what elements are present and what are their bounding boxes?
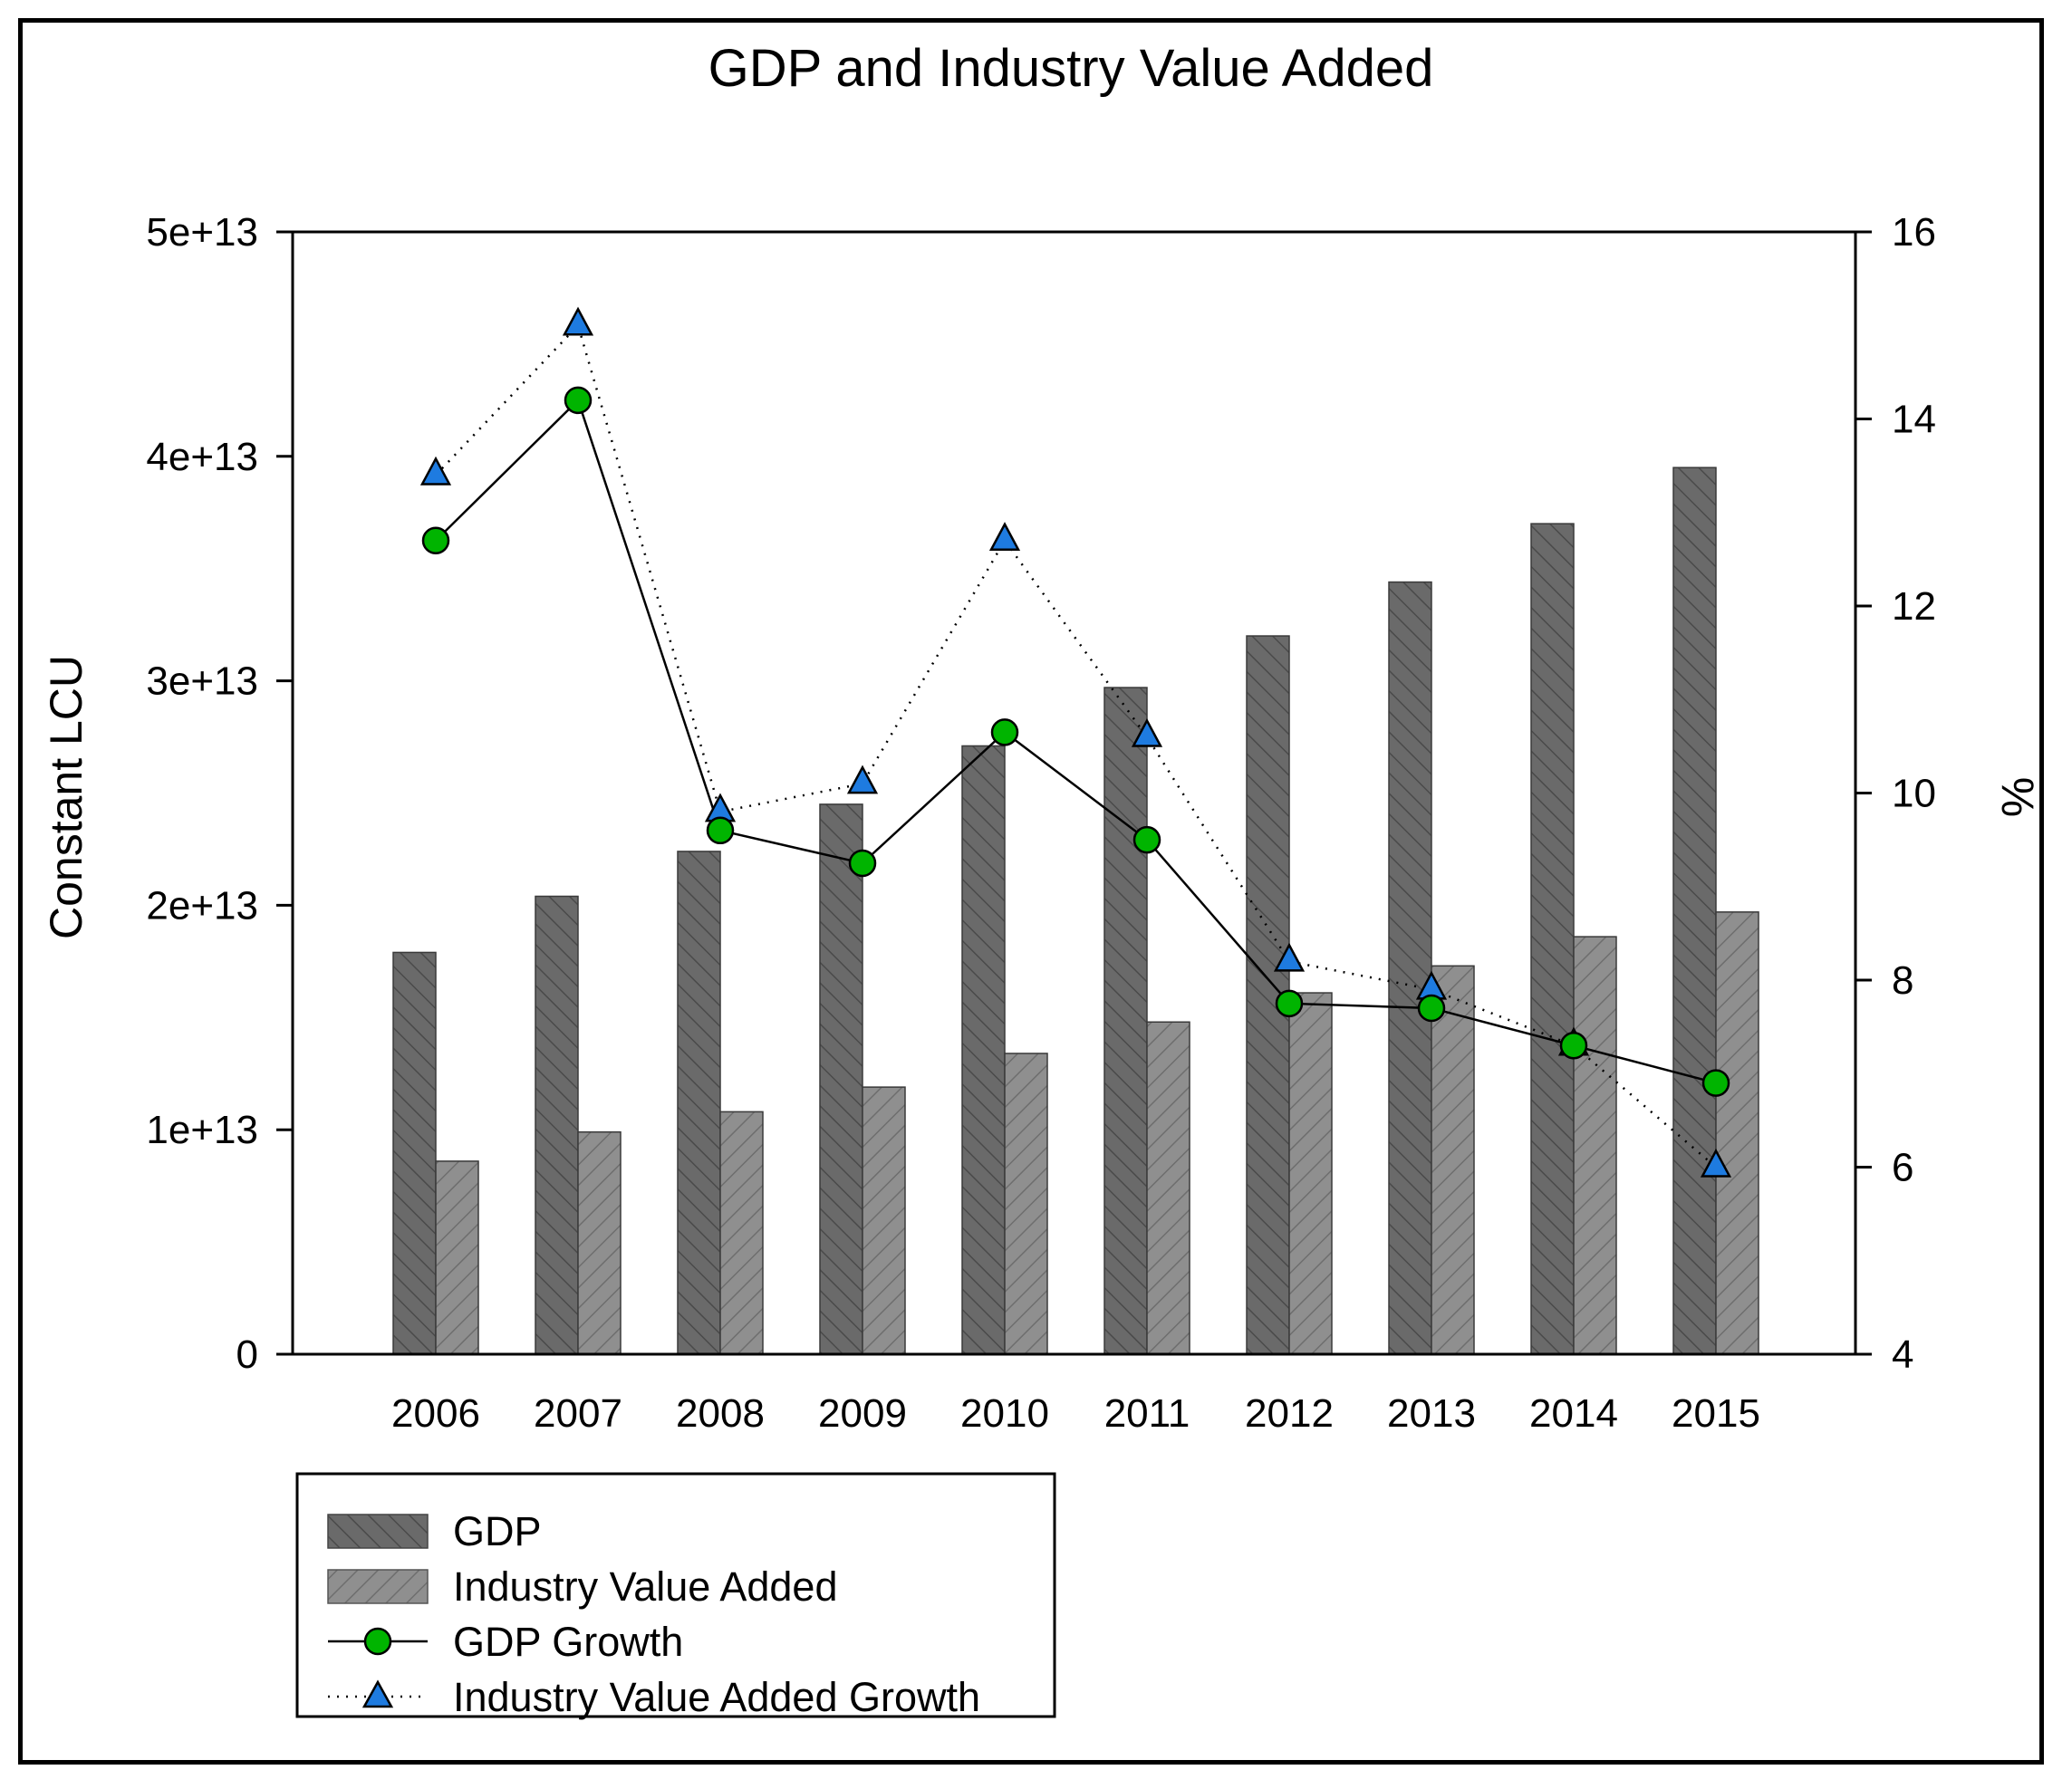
y-left-tick-label: 1e+13 [146, 1108, 258, 1152]
bar-gdp-2015 [1672, 466, 1717, 1355]
marker-gdp-growth-2010 [990, 718, 1019, 746]
marker-iva-growth-2011 [1131, 717, 1163, 747]
legend-iva-growth-marker [361, 1679, 394, 1708]
bar-iva-2013 [1431, 965, 1475, 1355]
bar-gdp-2006 [392, 951, 437, 1355]
legend-gdp-growth-label: GDP Growth [453, 1619, 683, 1665]
marker-gdp-growth-2009 [848, 849, 877, 878]
chart-frame [18, 18, 2044, 1765]
marker-gdp-growth-2015 [1701, 1069, 1730, 1097]
bar-iva-2008 [719, 1111, 764, 1355]
marker-gdp-growth-2008 [706, 816, 735, 845]
marker-iva-growth-2009 [846, 765, 879, 794]
marker-gdp-growth-2012 [1275, 989, 1304, 1018]
y-right-tick-label: 6 [1892, 1146, 1913, 1190]
bar-iva-2007 [577, 1130, 622, 1355]
legend-iva-label: Industry Value Added [453, 1563, 837, 1610]
x-tick-label-2014: 2014 [1529, 1391, 1618, 1436]
y-right-tick-label: 16 [1892, 210, 1936, 255]
marker-iva-growth-2012 [1273, 942, 1306, 972]
legend-gdp-swatch [327, 1514, 429, 1549]
marker-gdp-growth-2013 [1417, 994, 1446, 1023]
y-right-tick-label: 12 [1892, 584, 1936, 629]
y-left-tick-label: 3e+13 [146, 659, 258, 704]
marker-gdp-growth-2006 [421, 526, 450, 554]
bar-iva-2015 [1715, 911, 1759, 1355]
marker-iva-growth-2010 [988, 522, 1021, 551]
bar-gdp-2008 [677, 851, 721, 1355]
bar-iva-2012 [1288, 992, 1333, 1355]
marker-gdp-growth-2007 [564, 386, 593, 415]
x-tick-label-2010: 2010 [960, 1391, 1049, 1436]
bar-gdp-2007 [535, 895, 579, 1355]
x-tick-label-2012: 2012 [1245, 1391, 1334, 1436]
bar-gdp-2013 [1388, 581, 1432, 1355]
x-tick-label-2007: 2007 [534, 1391, 622, 1436]
y-axis-right-label: % [1992, 777, 2043, 817]
bar-gdp-2009 [819, 803, 863, 1355]
marker-iva-growth-2015 [1700, 1148, 1732, 1178]
x-tick-label-2013: 2013 [1387, 1391, 1476, 1436]
legend-gdp-label: GDP [453, 1508, 542, 1554]
bar-gdp-2014 [1530, 523, 1575, 1355]
bar-iva-2010 [1004, 1053, 1048, 1355]
line-iva-growth [435, 322, 1717, 1169]
marker-iva-growth-2007 [562, 306, 594, 336]
y-right-tick-label: 8 [1892, 958, 1913, 1003]
line-gdp-growth [435, 398, 1717, 1084]
y-left-tick-label: 4e+13 [146, 435, 258, 479]
marker-gdp-growth-2011 [1132, 825, 1161, 854]
bar-iva-2006 [435, 1160, 479, 1355]
legend-iva-swatch [327, 1569, 429, 1604]
chart-title: GDP and Industry Value Added [708, 39, 1434, 98]
y-left-tick-label: 5e+13 [146, 210, 258, 255]
bar-gdp-2010 [961, 745, 1006, 1355]
y-left-tick-label: 2e+13 [146, 883, 258, 928]
bar-iva-2011 [1146, 1021, 1190, 1355]
marker-iva-growth-2006 [419, 456, 452, 486]
marker-gdp-growth-2014 [1559, 1032, 1588, 1060]
x-tick-label-2009: 2009 [818, 1391, 907, 1436]
y-left-tick-label: 0 [236, 1332, 258, 1377]
legend-gdp-growth-marker [363, 1627, 392, 1656]
y-right-tick-label: 4 [1892, 1332, 1913, 1377]
x-tick-label-2011: 2011 [1104, 1391, 1190, 1436]
y-axis-left-label: Constant LCU [41, 655, 92, 939]
x-tick-label-2015: 2015 [1672, 1391, 1760, 1436]
legend-iva-growth-label: Industry Value Added Growth [453, 1674, 980, 1720]
bar-iva-2009 [862, 1086, 906, 1355]
x-tick-label-2008: 2008 [676, 1391, 765, 1436]
y-right-tick-label: 14 [1892, 398, 1936, 442]
legend: GDP Industry Value Added GDP Growth Indu… [295, 1472, 1056, 1720]
bar-iva-2014 [1573, 936, 1617, 1355]
y-right-tick-label: 10 [1892, 772, 1936, 816]
bar-gdp-2011 [1103, 687, 1148, 1355]
x-tick-label-2006: 2006 [391, 1391, 480, 1436]
